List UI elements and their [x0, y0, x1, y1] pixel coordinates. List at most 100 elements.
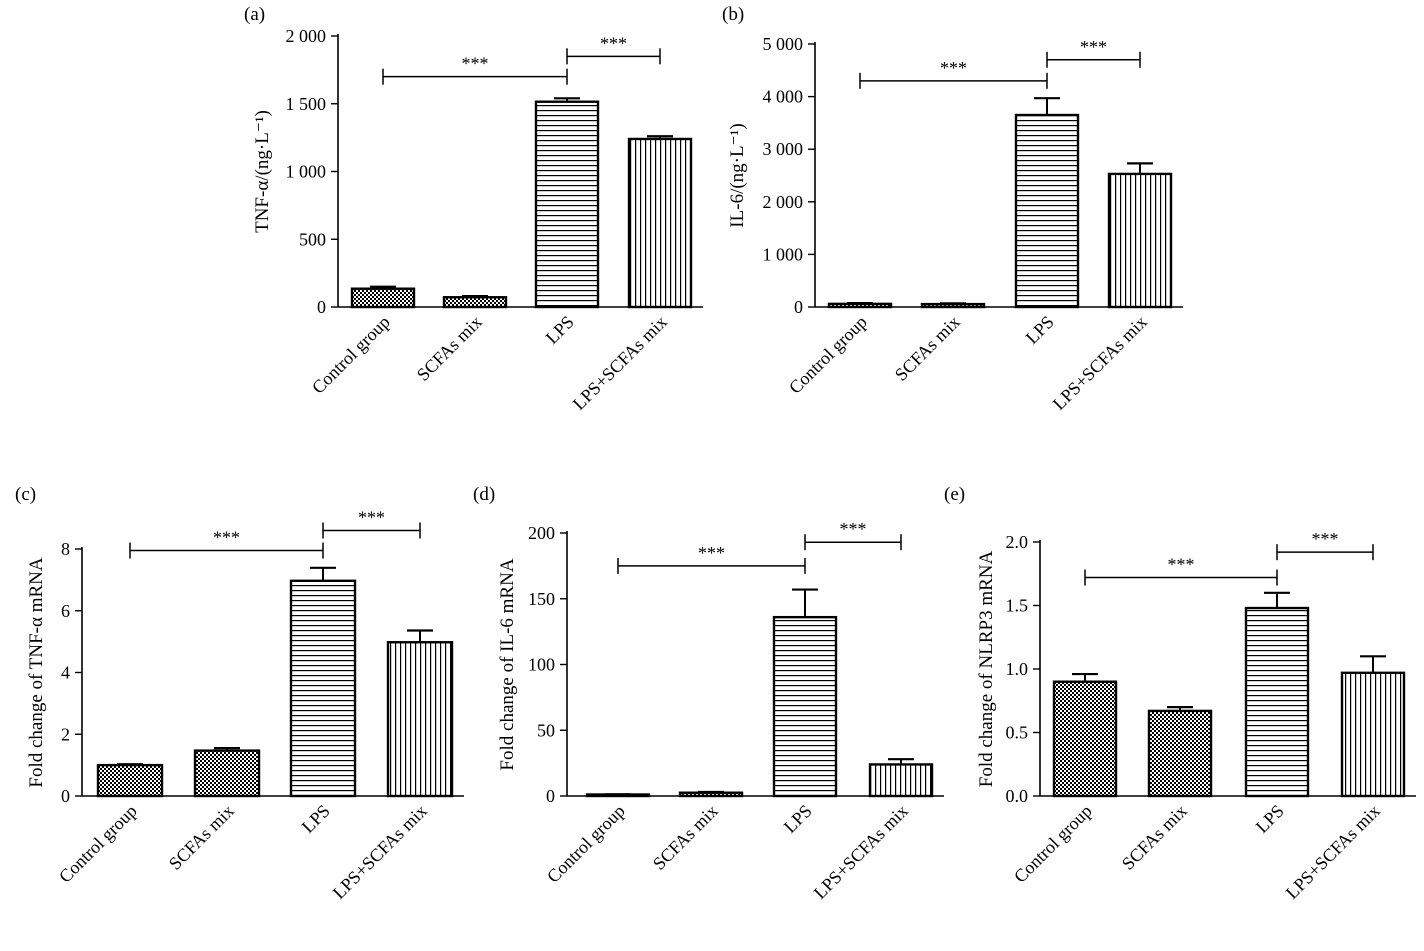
y-tick-label: 200: [528, 523, 555, 543]
x-tick-label: SCFAs mix: [1118, 801, 1191, 874]
y-tick-label: 8: [61, 539, 70, 559]
chart-panel-d: (d) 0 50 100 150 200 Fold change of IL-6 mRNA C…: [473, 484, 944, 903]
y-tick-label: 0: [794, 297, 803, 317]
bar-scfas-mix: [920, 302, 986, 309]
chart-panel-c: (c) 0 2 4 6 8 Fold change of TNF-α mRNA Control…: [15, 484, 464, 903]
panel-label: (a): [244, 4, 265, 25]
x-tick-label: Control group: [308, 312, 394, 398]
significance-bracket: ***: [859, 58, 1048, 89]
y-tick-label: 0: [546, 786, 555, 806]
panel-label: (d): [473, 484, 495, 505]
y-tick-label: 0.0: [1006, 786, 1029, 806]
significance-label: ***: [1168, 555, 1195, 575]
x-tick-label: LPS+SCFAs mix: [1282, 801, 1384, 903]
bar-lps-scfas-mix: [1107, 172, 1173, 309]
x-tick-label: Control group: [55, 801, 141, 887]
y-tick-label: 0: [61, 786, 70, 806]
bar-lps-scfas-mix: [627, 137, 693, 309]
x-tick-label: Control group: [785, 312, 871, 398]
significance-label: ***: [1312, 529, 1339, 549]
significance-bracket: ***: [322, 507, 421, 539]
chart-panel-e: (e) 0.0 0.5 1.0 1.5 2.0 Fold change of NLRP3 m…: [944, 484, 1416, 903]
bar-lps-scfas-mix: [386, 641, 454, 798]
x-tick-label: LPS: [542, 312, 578, 348]
y-tick-label: 4 000: [763, 87, 804, 107]
bar-lps: [289, 579, 357, 798]
y-tick-label: 4: [61, 663, 70, 683]
significance-bracket: ***: [1084, 555, 1278, 586]
x-tick-label: SCFAs mix: [891, 312, 964, 385]
bar-lps: [1244, 606, 1310, 798]
significance-label: ***: [698, 543, 725, 563]
significance-label: ***: [213, 528, 240, 548]
significance-label: ***: [358, 507, 385, 527]
y-tick-label: 1 000: [763, 244, 804, 264]
bar-scfas-mix: [442, 296, 508, 309]
bar-lps: [534, 100, 600, 309]
bar-scfas-mix: [1147, 709, 1213, 798]
bar-lps-scfas-mix: [868, 763, 934, 798]
x-tick-label: SCFAs mix: [413, 312, 486, 385]
y-tick-label: 150: [528, 589, 555, 609]
significance-bracket: ***: [129, 528, 324, 559]
x-tick-label: SCFAs mix: [165, 801, 238, 874]
y-tick-label: 1.5: [1006, 596, 1029, 616]
x-tick-label: LPS+SCFAs mix: [329, 801, 431, 903]
y-axis-title: Fold change of IL-6 mRNA: [497, 558, 518, 770]
y-tick-label: 3 000: [763, 139, 804, 159]
bar-scfas-mix: [193, 749, 261, 798]
x-tick-label: Control group: [543, 801, 629, 887]
y-tick-label: 0.5: [1006, 723, 1029, 743]
x-tick-label: Control group: [1010, 801, 1096, 887]
bar-lps: [1014, 113, 1080, 309]
x-tick-label: SCFAs mix: [649, 801, 722, 874]
panel-label: (e): [944, 484, 965, 505]
x-tick-label: LPS: [1252, 801, 1288, 837]
y-axis-title: Fold change of TNF-α mRNA: [26, 557, 47, 787]
significance-bracket: ***: [566, 33, 661, 65]
significance-label: ***: [840, 519, 867, 539]
y-tick-label: 1 500: [286, 94, 327, 114]
significance-bracket: ***: [1276, 529, 1374, 561]
x-tick-label: LPS+SCFAs mix: [1049, 312, 1151, 414]
chart-panel-b: (b) 0 1 000 2 000 3 000 4 000 5 000 IL-6/(ng·L⁻…: [722, 4, 1183, 414]
significance-label: ***: [600, 33, 627, 53]
x-tick-label: LPS+SCFAs mix: [810, 801, 912, 903]
bar-control-group: [350, 287, 416, 309]
y-axis-title: Fold change of NLRP3 mRNA: [976, 551, 997, 788]
panel-label: (c): [15, 484, 36, 505]
significance-bracket: ***: [804, 519, 902, 551]
y-tick-label: 5 000: [763, 34, 804, 54]
bar-lps-scfas-mix: [1340, 671, 1406, 798]
y-tick-label: 2 000: [763, 192, 804, 212]
bar-control-group: [1052, 680, 1118, 798]
x-tick-label: LPS+SCFAs mix: [569, 312, 671, 414]
y-tick-label: 2: [61, 724, 70, 744]
y-tick-label: 2.0: [1006, 532, 1029, 552]
y-axis-title: TNF-α/(ng·L⁻¹): [252, 110, 273, 233]
y-tick-label: 500: [299, 229, 326, 249]
y-tick-label: 1 000: [286, 162, 327, 182]
panel-label: (b): [722, 4, 744, 25]
bar-lps: [772, 615, 838, 798]
bar-control-group: [827, 302, 893, 309]
y-tick-label: 1.0: [1006, 659, 1029, 679]
significance-label: ***: [940, 58, 967, 78]
chart-panel-a: (a) 0 500 1 000 1 500 2 000 TNF-α/(ng·L⁻¹) Cont…: [244, 4, 703, 414]
y-tick-label: 100: [528, 655, 555, 675]
significance-label: ***: [1080, 37, 1107, 57]
significance-bracket: ***: [382, 54, 568, 85]
x-tick-label: LPS: [780, 801, 816, 837]
y-tick-label: 50: [537, 720, 555, 740]
significance-bracket: ***: [617, 543, 806, 574]
y-tick-label: 6: [61, 601, 70, 621]
significance-bracket: ***: [1046, 37, 1141, 68]
y-tick-label: 0: [317, 297, 326, 317]
x-tick-label: LPS: [1022, 312, 1058, 348]
y-tick-label: 2 000: [286, 26, 327, 46]
significance-label: ***: [462, 54, 489, 74]
bar-scfas-mix: [678, 791, 744, 798]
y-axis-title: IL-6/(ng·L⁻¹): [727, 123, 748, 227]
bar-control-group: [96, 763, 164, 798]
